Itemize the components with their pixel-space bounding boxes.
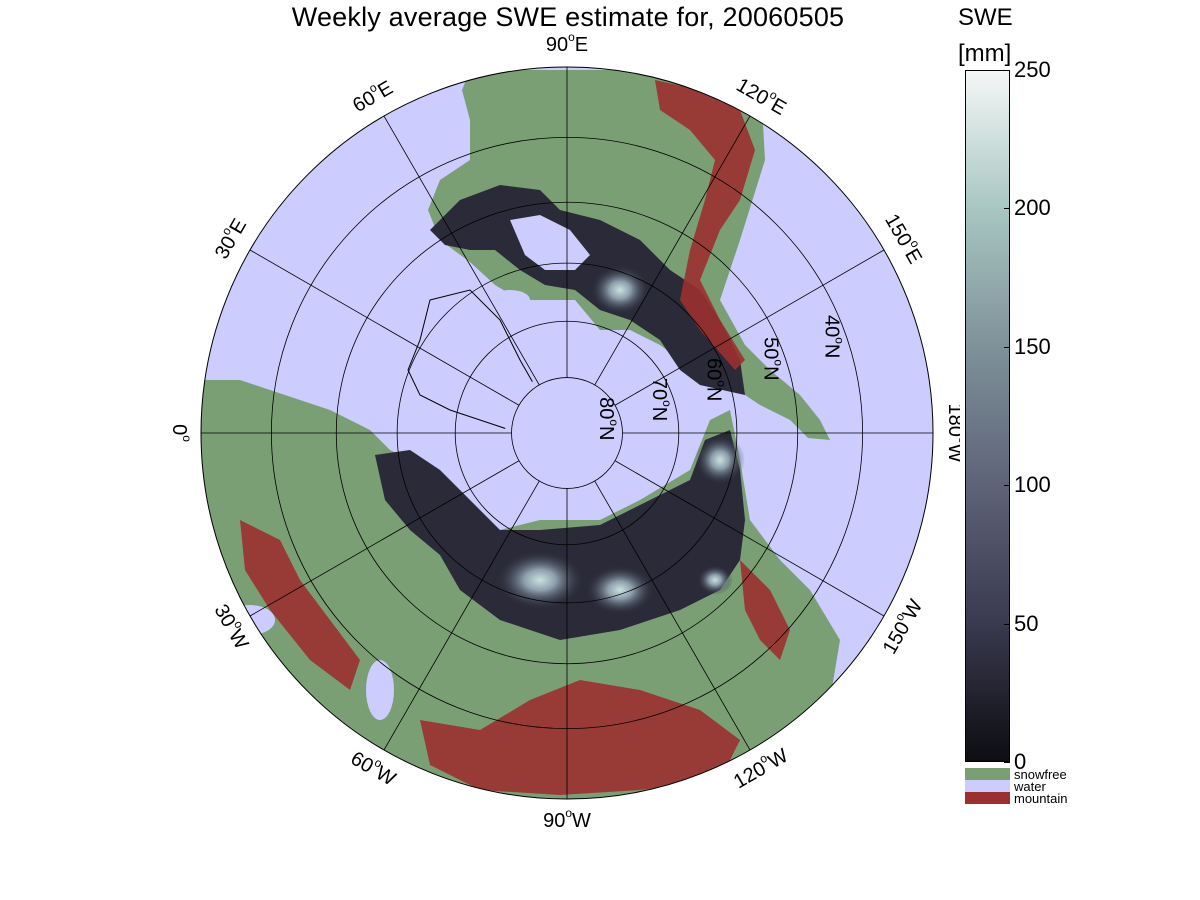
colorbar-tick-label: 200 [1014,195,1051,221]
colorbar-tick-label: 100 [1014,472,1051,498]
colorbar-tick-mark [1004,762,1010,763]
latitude-label: 40oN [821,315,847,358]
meridian-line [614,249,885,406]
polar-map: 90oW120oW150oW180oW150oE120oE90oE60oE30o… [168,30,960,832]
latitude-label: 80oN [595,397,621,440]
latitude-label: 60oN [702,358,728,401]
colorbar-tick-mark [1004,346,1010,348]
longitude-label: 60oE [347,73,397,117]
meridian-line [614,460,885,617]
mountain-east-siberia [740,560,790,660]
legend-swatch-snowfree [965,768,1010,780]
colorbar-tick-label: 150 [1014,333,1051,359]
snow-north-america [430,185,745,395]
meridian-line [383,115,540,386]
meridian-line [249,249,520,406]
latitude-label: 50oN [760,337,786,380]
hudson-strait-water [490,290,530,310]
longitude-label: 0o [168,424,194,442]
colorbar-title-unit: [mm] [958,40,1012,67]
longitude-label: 180oW [944,404,960,463]
latitude-label: 70oN [648,378,674,421]
swe-peak-baffin [590,265,650,315]
hudson-bay [510,215,590,270]
meridian-line [249,460,520,617]
arctic-ocean [505,371,629,495]
longitude-label: 90oW [543,806,591,832]
longitude-label: 30oE [207,213,251,263]
caspian-sea [366,660,394,720]
mountain-central-asia [420,680,740,795]
meridian-line [383,480,540,751]
colorbar-tick-mark [1004,70,1010,71]
longitude-label: 90oE [546,30,588,56]
meridian-line [594,115,751,386]
colorbar-tick-mark [1004,623,1010,625]
swe-peak-west-siberia [495,550,585,610]
colorbar-tick-mark [1004,485,1010,487]
swe-colorbar [965,70,1010,762]
colorbar-tick-label: 250 [1014,57,1051,82]
mountain-rockies [655,80,755,370]
colorbar-tick-label: 50 [1014,610,1039,636]
meridian-line [594,480,751,751]
colorbar-tick-label: 0 [1014,749,1027,774]
swe-peak-central-siberia [585,565,655,615]
legend-swatch-mountain [965,792,1010,804]
legend-label-snowfree: snowfree [1014,767,1067,782]
map-graticule [201,67,933,799]
swe-peak-kamchatka [697,565,733,595]
colorbar-tick-mark [1004,208,1010,210]
mountain-europe [240,520,360,690]
legend-label-mountain: mountain [1014,791,1068,806]
legend-label-water: water [1014,779,1046,794]
map-title: Weekly average SWE estimate for, 2006050… [291,2,845,32]
legend-swatch-water [965,780,1010,792]
colorbar-title-swe: SWE [958,4,1013,31]
map-boundary [200,66,934,800]
swe-peak-east-siberia [695,435,745,485]
